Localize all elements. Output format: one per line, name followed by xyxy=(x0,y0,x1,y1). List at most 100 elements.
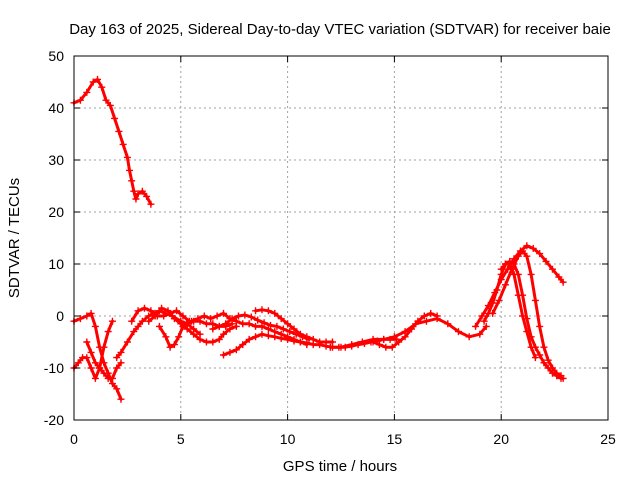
data-point-marker xyxy=(91,322,99,330)
data-point-marker xyxy=(96,364,104,372)
y-tick-label: 10 xyxy=(48,256,64,272)
data-point-marker xyxy=(501,281,509,289)
y-axis-label: SDTVAR / TECUs xyxy=(6,178,23,298)
data-point-marker xyxy=(523,252,531,260)
data-point-marker xyxy=(91,359,99,367)
series-arc-17 xyxy=(489,247,565,380)
data-point-marker xyxy=(173,307,181,315)
data-point-marker xyxy=(108,374,116,382)
data-point-marker xyxy=(260,319,268,327)
series-line xyxy=(211,313,311,341)
data-point-marker xyxy=(111,114,119,122)
data-point-marker xyxy=(155,322,163,330)
data-point-marker xyxy=(175,333,183,341)
data-point-marker xyxy=(166,343,174,351)
data-point-marker xyxy=(170,315,178,323)
data-point-marker xyxy=(414,317,422,325)
data-point-marker xyxy=(380,335,388,343)
data-point-marker xyxy=(326,343,334,351)
data-point-marker xyxy=(529,244,537,252)
data-point-marker xyxy=(523,328,531,336)
chart-title: Day 163 of 2025, Sidereal Day-to-day VTE… xyxy=(69,21,611,38)
data-point-marker xyxy=(358,338,366,346)
data-point-marker xyxy=(220,330,228,338)
y-tick-label: 50 xyxy=(48,48,64,64)
data-point-marker xyxy=(115,127,123,135)
data-point-marker xyxy=(158,304,166,312)
data-point-marker xyxy=(87,348,95,356)
data-point-marker xyxy=(209,325,217,333)
data-point-marker xyxy=(196,335,204,343)
x-tick-label: 10 xyxy=(280,431,296,447)
axis-ticks: 0 5 10 15 20 25 -20 -10 0 10 20 30 40 50 xyxy=(44,48,616,447)
series-arc-4 xyxy=(83,338,125,382)
data-point-marker xyxy=(489,309,497,317)
data-point-marker xyxy=(194,315,202,323)
data-point-marker xyxy=(100,343,108,351)
data-point-marker xyxy=(271,328,279,336)
data-point-marker xyxy=(401,333,409,341)
data-point-marker xyxy=(506,260,514,268)
data-point-marker xyxy=(519,247,527,255)
data-point-marker xyxy=(140,304,148,312)
data-point-marker xyxy=(100,369,108,377)
data-point-marker xyxy=(87,309,95,317)
data-point-marker xyxy=(220,351,228,359)
data-point-marker xyxy=(454,328,462,336)
x-axis-label: GPS time / hours xyxy=(283,458,397,475)
data-point-marker xyxy=(252,307,260,315)
data-point-marker xyxy=(527,343,535,351)
data-point-marker xyxy=(128,317,136,325)
data-point-marker xyxy=(514,291,522,299)
series-line xyxy=(328,317,488,349)
data-point-marker xyxy=(277,315,285,323)
data-point-marker xyxy=(87,364,95,372)
data-point-marker xyxy=(123,338,131,346)
data-point-marker xyxy=(303,341,311,349)
data-point-marker xyxy=(128,177,136,185)
data-point-marker xyxy=(536,322,544,330)
data-point-marker xyxy=(557,372,565,380)
data-point-marker xyxy=(134,322,142,330)
data-point-marker xyxy=(296,330,304,338)
data-point-marker xyxy=(316,338,324,346)
data-point-marker xyxy=(83,312,91,320)
data-point-marker xyxy=(207,315,215,323)
data-point-marker xyxy=(160,312,168,320)
data-point-marker xyxy=(482,322,490,330)
data-point-marker xyxy=(258,322,266,330)
data-point-marker xyxy=(179,312,187,320)
data-point-marker xyxy=(83,354,91,362)
plot-frame xyxy=(73,55,609,421)
data-point-marker xyxy=(472,322,480,330)
data-point-marker xyxy=(113,364,121,372)
data-point-marker xyxy=(222,320,230,328)
data-point-marker xyxy=(138,187,146,195)
x-tick-label: 5 xyxy=(177,431,185,447)
data-point-marker xyxy=(254,316,262,324)
data-point-marker xyxy=(290,325,298,333)
data-point-marker xyxy=(232,346,240,354)
data-point-marker xyxy=(117,359,125,367)
data-point-marker xyxy=(536,250,544,258)
data-point-marker xyxy=(369,338,377,346)
series-arc-11 xyxy=(209,311,313,343)
data-point-marker xyxy=(540,359,548,367)
data-point-marker xyxy=(555,273,563,281)
data-point-marker xyxy=(542,257,550,265)
data-point-marker xyxy=(337,343,345,351)
y-tick-label: -10 xyxy=(44,360,64,376)
data-point-marker xyxy=(183,320,191,328)
series-arc-18 xyxy=(497,260,539,362)
data-point-marker xyxy=(147,200,155,208)
data-point-marker xyxy=(519,312,527,320)
data-point-marker xyxy=(245,335,253,343)
data-point-marker xyxy=(145,317,153,325)
data-point-marker xyxy=(232,317,240,325)
data-point-marker xyxy=(286,328,294,336)
data-point-marker xyxy=(202,338,210,346)
series-arc-12 xyxy=(252,306,336,346)
data-point-marker xyxy=(258,306,266,314)
